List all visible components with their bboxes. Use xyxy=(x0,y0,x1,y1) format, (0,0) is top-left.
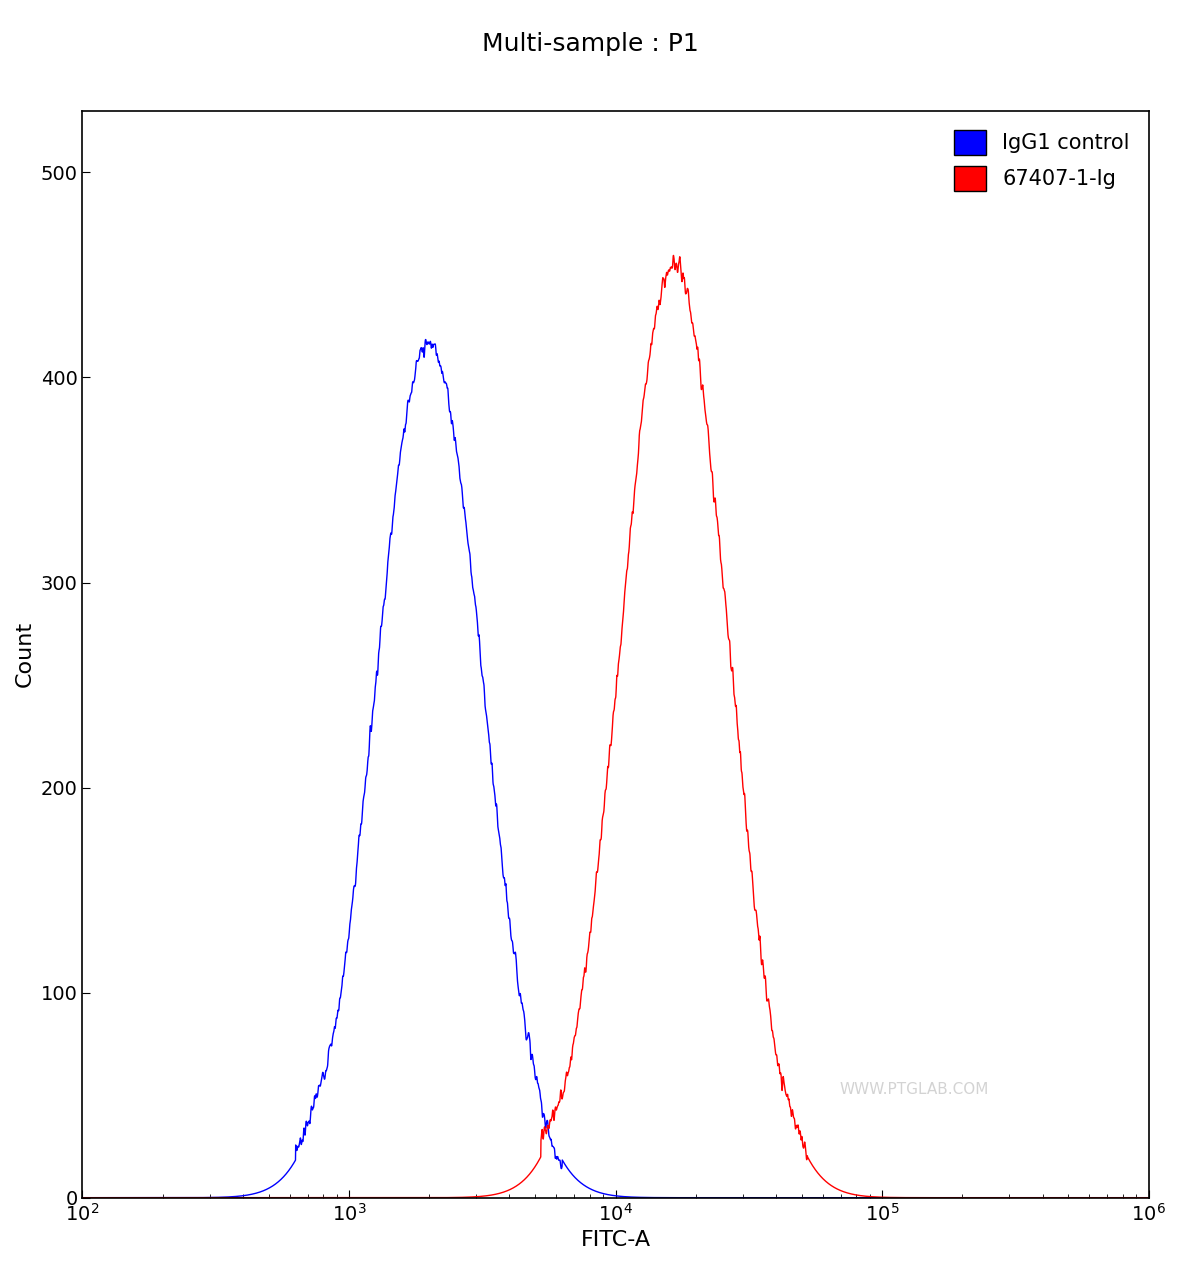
Legend: IgG1 control, 67407-1-Ig: IgG1 control, 67407-1-Ig xyxy=(946,121,1138,200)
Text: WWW.PTGLAB.COM: WWW.PTGLAB.COM xyxy=(840,1082,988,1097)
Text: Multi-sample : P1: Multi-sample : P1 xyxy=(482,32,699,56)
Y-axis label: Count: Count xyxy=(15,621,35,687)
X-axis label: FITC-A: FITC-A xyxy=(580,1230,651,1250)
